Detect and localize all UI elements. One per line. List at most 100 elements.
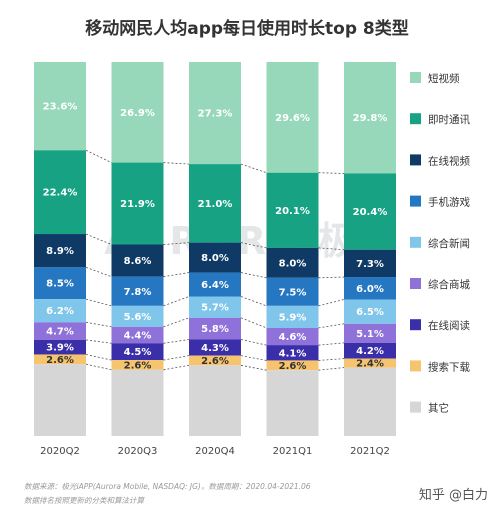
bar-segment <box>34 354 86 365</box>
legend-label: 在线视频 <box>428 154 470 167</box>
data-label: 8.6% <box>124 256 152 267</box>
legend-label: 综合新闻 <box>428 237 470 250</box>
bar-segment <box>344 323 396 343</box>
legend-swatch <box>410 278 421 289</box>
connector-line <box>163 364 190 371</box>
connector-line <box>163 355 190 361</box>
category-label: 2020Q2 <box>40 446 80 457</box>
bar-segment <box>34 322 86 340</box>
bar-segment <box>189 272 241 297</box>
legend-swatch <box>410 401 421 413</box>
bar-segment <box>111 62 164 163</box>
data-label: 3.9% <box>46 343 74 354</box>
data-label: 2.4% <box>356 359 384 370</box>
connector-line <box>163 339 190 344</box>
bar-segment <box>266 62 319 173</box>
bar-segment <box>111 360 164 370</box>
legend-swatch <box>410 195 421 207</box>
connector-line <box>240 163 267 174</box>
data-label: 29.8% <box>353 113 388 124</box>
data-label: 4.6% <box>279 332 307 343</box>
connector-line <box>318 367 345 371</box>
data-label: 4.5% <box>124 347 152 358</box>
legend-label: 短视频 <box>428 72 460 85</box>
data-label: 20.4% <box>353 207 388 218</box>
legend-swatch <box>410 319 421 331</box>
connector-line <box>318 342 345 346</box>
bar-segment <box>34 364 86 436</box>
connector-line <box>318 323 345 329</box>
bar-segment <box>111 326 164 344</box>
data-label: 6.2% <box>46 306 74 317</box>
connector-line <box>163 296 190 307</box>
connector-line <box>85 266 112 278</box>
bar-segment <box>189 242 241 273</box>
bar-segment <box>111 343 164 361</box>
author-credit: 知乎 @白力 <box>418 488 488 503</box>
connector-line <box>318 358 345 361</box>
bar-segment <box>111 276 164 306</box>
bar-segment <box>344 342 396 359</box>
bar-segment <box>266 305 319 328</box>
data-label: 2.6% <box>201 356 229 367</box>
data-label: 21.0% <box>198 199 233 210</box>
data-label: 4.3% <box>201 343 229 354</box>
data-label: 20.1% <box>275 206 310 217</box>
connector-line <box>163 242 190 245</box>
data-source-footnote: 数据来源：极光iAPP(Aurora Mobile, NASDAQ: JG)，数… <box>24 482 311 491</box>
connector-line <box>240 364 267 371</box>
bar-segment <box>266 172 319 248</box>
data-label: 8.9% <box>46 246 74 257</box>
data-label: 4.7% <box>46 327 74 338</box>
connector-line <box>85 149 112 163</box>
bar-segment <box>34 62 86 151</box>
bar-segment <box>34 267 86 300</box>
connector-line <box>240 317 267 329</box>
connector-line <box>318 172 345 174</box>
bar-segment <box>111 162 164 245</box>
legend-swatch <box>410 360 421 372</box>
legend-label: 综合商城 <box>428 278 470 291</box>
bar-segment <box>344 367 396 436</box>
bar-segment <box>344 173 396 250</box>
data-label: 22.4% <box>43 188 78 199</box>
connector-line <box>85 321 112 328</box>
bar-segment <box>111 369 164 436</box>
connector-line <box>318 247 345 251</box>
data-label: 2.6% <box>46 355 74 366</box>
category-label: 2021Q1 <box>273 446 313 457</box>
bar-segment <box>266 247 319 278</box>
bar-segment <box>189 296 241 318</box>
data-label: 5.8% <box>201 324 229 335</box>
connector-line <box>318 299 345 307</box>
data-label: 4.1% <box>279 348 307 359</box>
bar-segment <box>111 244 164 277</box>
data-label: 5.6% <box>124 312 152 323</box>
data-label: 2.6% <box>124 360 152 371</box>
data-label: 6.5% <box>356 307 384 318</box>
bar-segment <box>34 150 86 235</box>
connector-line <box>85 363 112 371</box>
data-label: 7.5% <box>279 287 307 298</box>
category-label: 2021Q2 <box>350 446 390 457</box>
bar-segment <box>189 62 241 165</box>
legend-label: 即时通讯 <box>428 113 470 126</box>
bar-segment <box>344 62 396 174</box>
legend-label: 在线阅读 <box>428 319 470 332</box>
connector-line <box>240 242 267 249</box>
data-label: 23.6% <box>43 102 78 113</box>
connector-line <box>85 298 112 307</box>
connector-line <box>240 296 267 307</box>
data-label: 8.0% <box>279 258 307 269</box>
legend-swatch <box>410 236 421 248</box>
data-label: 5.1% <box>356 329 384 340</box>
legend-swatch <box>410 154 421 166</box>
data-label: 26.9% <box>120 108 155 119</box>
connector-line <box>240 355 267 361</box>
connector-line <box>240 272 267 279</box>
bar-segment <box>266 327 319 346</box>
category-label: 2020Q4 <box>195 446 235 457</box>
data-label: 2.6% <box>279 361 307 372</box>
connector-line <box>85 339 112 344</box>
